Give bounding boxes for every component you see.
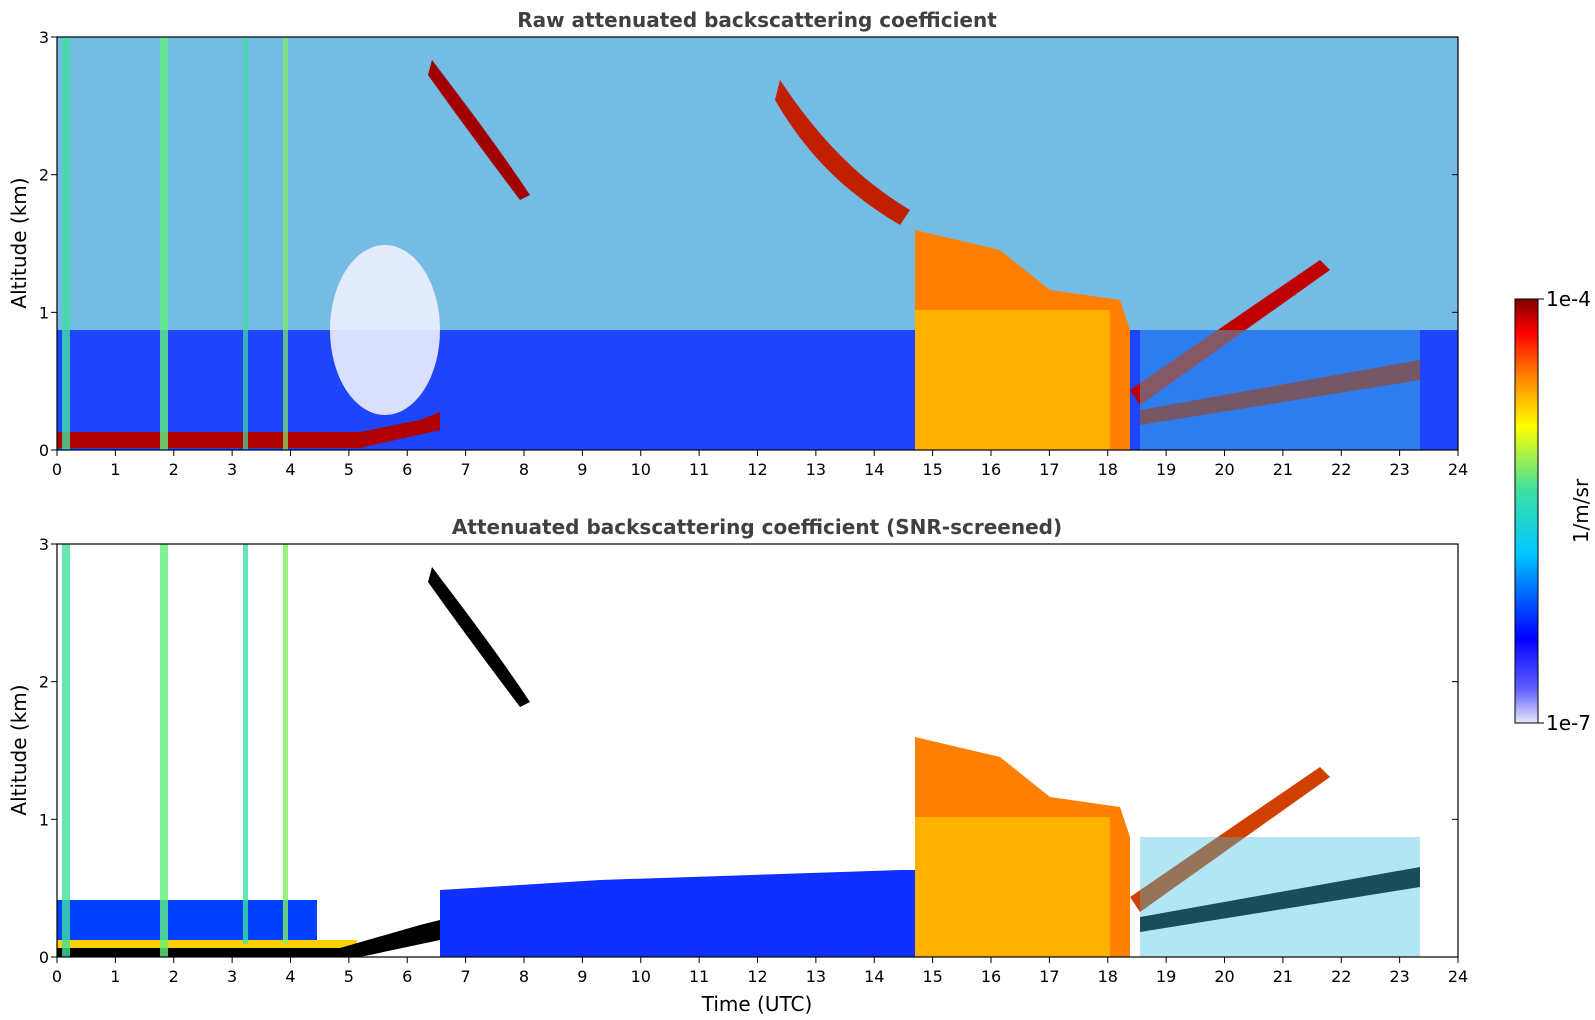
x-tick-label: 19 (1156, 967, 1176, 986)
x-tick-label: 4 (285, 460, 295, 479)
y-tick-label: 1 (39, 303, 49, 322)
x-tick-label: 10 (631, 967, 651, 986)
x-tick-label: 16 (981, 967, 1001, 986)
x-tick-label: 12 (747, 460, 767, 479)
colorbar-gradient (1514, 298, 1539, 724)
x-tick-label: 1 (110, 967, 120, 986)
upper-cloud-mark (775, 80, 910, 225)
x-tick-label: 14 (864, 967, 884, 986)
layer-cloud-mark-screened-1 (1130, 767, 1330, 912)
x-tick-label: 20 (1214, 967, 1234, 986)
panel-raw-ylabel: Altitude (km) (7, 177, 31, 308)
cirrus-streak-mark-screened (428, 567, 530, 707)
x-tick-label: 10 (631, 460, 651, 479)
panel-raw-ticks: 0 1 2 3 4 5 6 7 8 9 10 11 12 13 14 15 16 17 18 19 20 21 22 23 24… (39, 28, 1468, 479)
x-tick-label: 17 (1039, 460, 1059, 479)
x-tick-label: 22 (1331, 967, 1351, 986)
x-tick-label: 11 (689, 460, 709, 479)
surface-layer-mark (57, 412, 440, 448)
x-tick-label: 21 (1273, 967, 1293, 986)
panel-screened-xlabel: Time (UTC) (701, 992, 813, 1016)
panel-screened-heatmap (57, 544, 1458, 957)
surface-layer-mark-screened (57, 920, 440, 957)
y-tick-label: 2 (39, 673, 49, 692)
y-tick-label: 3 (39, 535, 49, 554)
y-tick-label: 3 (39, 28, 49, 47)
x-tick-label: 21 (1273, 460, 1293, 479)
layer-cloud-mark-screened-2 (1140, 867, 1420, 932)
x-tick-label: 2 (169, 460, 179, 479)
x-tick-label: 0 (52, 967, 62, 986)
x-tick-label: 15 (922, 460, 942, 479)
x-tick-label: 18 (1098, 460, 1118, 479)
panel-screened-title: Attenuated backscattering coefficient (S… (452, 515, 1062, 539)
y-tick-label: 0 (39, 948, 49, 967)
aerosol-layer-mark (440, 870, 925, 957)
x-tick-label: 19 (1156, 460, 1176, 479)
x-tick-label: 2 (169, 967, 179, 986)
colorbar-max-label: 1e-4 (1546, 287, 1591, 311)
x-tick-label: 7 (461, 967, 471, 986)
x-tick-label: 8 (519, 460, 529, 479)
x-tick-label: 4 (285, 967, 295, 986)
x-tick-label: 6 (402, 460, 412, 479)
colorbar-min-label: 1e-7 (1546, 711, 1591, 735)
x-tick-label: 18 (1098, 967, 1118, 986)
x-tick-label: 11 (689, 967, 709, 986)
panel-screened-ticks: 0 1 2 3 4 5 6 7 8 9 10 11 12 13 14 15 16 17 18 19 20 21 22 23 24… (39, 535, 1468, 986)
x-tick-label: 9 (577, 967, 587, 986)
x-tick-label: 24 (1448, 460, 1468, 479)
y-tick-label: 2 (39, 166, 49, 185)
x-tick-label: 3 (227, 460, 237, 479)
x-tick-label: 12 (747, 967, 767, 986)
x-tick-label: 17 (1039, 967, 1059, 986)
x-tick-label: 9 (577, 460, 587, 479)
x-tick-label: 24 (1448, 967, 1468, 986)
layer-cloud-mark-2 (1140, 360, 1420, 425)
x-tick-label: 8 (519, 967, 529, 986)
x-tick-label: 16 (981, 460, 1001, 479)
colorbar: 1e-4 1e-7 1/m/sr (1514, 287, 1593, 735)
x-tick-label: 23 (1389, 460, 1409, 479)
x-tick-label: 20 (1214, 460, 1234, 479)
x-tick-label: 22 (1331, 460, 1351, 479)
panel-screened: Attenuated backscattering coefficient (S… (7, 515, 1468, 1016)
x-tick-label: 13 (806, 460, 826, 479)
cirrus-streak-mark (428, 60, 530, 200)
x-tick-label: 0 (52, 460, 62, 479)
x-tick-label: 15 (922, 967, 942, 986)
panel-raw-title: Raw attenuated backscattering coefficien… (517, 8, 997, 32)
x-tick-label: 1 (110, 460, 120, 479)
y-tick-label: 1 (39, 810, 49, 829)
x-tick-label: 23 (1389, 967, 1409, 986)
x-tick-label: 6 (402, 967, 412, 986)
x-tick-label: 5 (344, 460, 354, 479)
x-tick-label: 13 (806, 967, 826, 986)
layer-cloud-mark-1 (1130, 260, 1330, 405)
x-tick-label: 5 (344, 967, 354, 986)
colorbar-unit-label: 1/m/sr (1569, 478, 1593, 543)
x-tick-label: 14 (864, 460, 884, 479)
panel-screened-ylabel: Altitude (km) (7, 684, 31, 815)
y-tick-label: 0 (39, 441, 49, 460)
panel-raw: Raw attenuated backscattering coefficien… (7, 8, 1468, 479)
panel-raw-heatmap (57, 37, 1458, 450)
x-tick-label: 3 (227, 967, 237, 986)
x-tick-label: 7 (461, 460, 471, 479)
